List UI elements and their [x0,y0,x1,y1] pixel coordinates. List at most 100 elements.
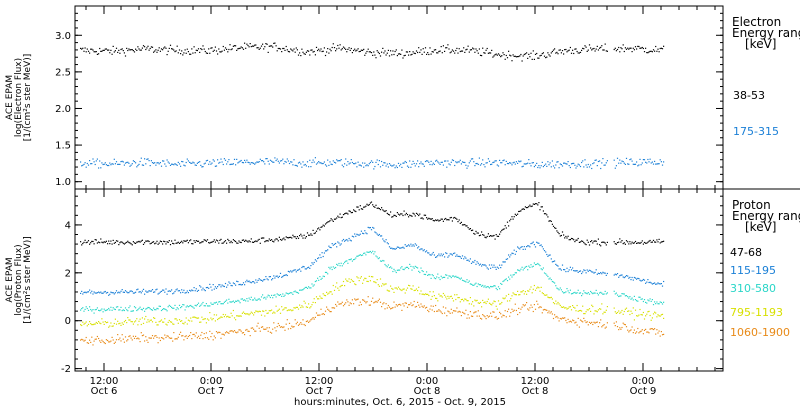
data-point [623,50,625,53]
data-point [335,242,337,245]
data-point [573,270,575,272]
data-point [639,308,641,311]
data-point [531,205,533,207]
data-point [353,163,355,165]
data-point [650,162,652,164]
data-point [620,47,622,49]
data-point [244,42,246,44]
data-point [226,163,228,165]
data-point [630,329,632,331]
data-point [497,53,500,55]
data-point [330,163,332,165]
data-point [638,296,640,298]
data-point [576,304,578,307]
data-point [413,245,415,247]
data-point [155,321,157,323]
data-point [140,332,142,334]
data-point [458,255,460,257]
data-point [211,162,213,164]
data-point [550,52,552,54]
data-point [346,51,348,53]
data-point [272,240,274,242]
data-point [614,47,616,49]
data-point [468,162,470,164]
data-point [368,275,370,277]
data-point [181,335,183,337]
data-point [418,166,420,168]
data-point [538,57,540,59]
data-point [318,227,320,229]
data-point [490,312,492,314]
data-point [309,234,311,236]
data-point [648,310,650,312]
data-point [187,242,189,244]
data-point [194,290,196,292]
data-point [499,233,501,235]
data-point [237,315,239,317]
data-point [419,249,421,251]
data-point [218,242,220,244]
data-point [518,210,520,213]
data-point [594,240,596,242]
data-point [119,52,121,54]
data-point [569,320,571,322]
data-point [549,162,551,164]
data-point [385,265,387,267]
data-point [113,293,115,295]
data-point [660,283,662,285]
data-point [237,242,239,244]
data-point [297,237,300,239]
data-point [333,289,336,291]
data-point [147,45,149,47]
data-point [367,280,369,283]
data-point [131,49,133,51]
data-point [649,50,651,52]
data-point [135,48,137,50]
data-point [310,233,312,235]
data-point [122,338,124,340]
data-point [86,162,88,165]
data-point [400,213,402,215]
data-point [310,49,312,51]
data-point [632,332,634,334]
data-point [362,162,364,164]
data-point [476,299,478,301]
data-point [595,159,597,161]
data-point [563,306,565,308]
data-point [592,305,594,308]
data-point [278,308,280,310]
data-point [482,234,484,236]
data-point [364,252,366,254]
data-point [223,49,225,51]
data-point [559,287,561,289]
data-point [563,162,565,164]
data-point [83,291,85,294]
data-point [107,164,109,167]
data-point [137,337,139,339]
data-point [390,50,392,52]
data-point [303,266,305,268]
data-point [221,242,223,244]
data-point [654,241,656,243]
data-point [491,304,493,306]
data-point [241,312,243,314]
data-point [226,299,228,301]
data-point [642,243,644,245]
data-point [510,162,512,164]
data-point [377,51,379,53]
data-point [347,280,349,282]
data-point [193,287,195,289]
data-point [199,51,201,53]
data-point [185,317,187,319]
data-point [90,242,92,244]
data-point [228,48,230,51]
data-point [217,303,219,305]
data-point [376,301,378,303]
data-point [638,314,640,316]
data-point [545,163,547,165]
data-point [395,247,397,250]
data-point [599,322,601,324]
data-point [441,296,443,298]
data-point [344,303,346,305]
data-point [189,161,191,163]
